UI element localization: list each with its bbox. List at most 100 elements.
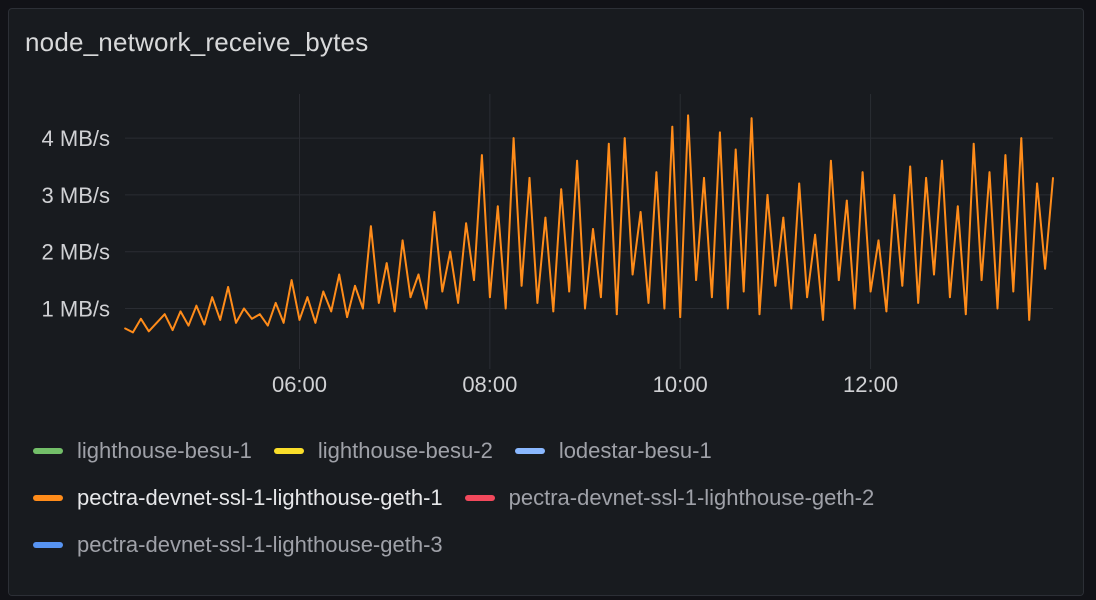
y-tick-label: 3 MB/s [42,183,110,208]
data-point [568,290,571,293]
data-point [528,177,531,179]
data-point [774,284,777,287]
data-point [544,216,547,219]
legend-label: pectra-devnet-ssl-1-lighthouse-geth-3 [77,531,443,557]
data-point [972,142,975,145]
data-point [306,296,309,299]
data-point [298,319,301,321]
data-point [893,194,896,196]
data-point [132,331,134,334]
data-point [425,307,428,310]
data-point [258,313,261,316]
data-point [401,239,404,242]
legend-row: lighthouse-besu-1 lighthouse-besu-2 lodest… [33,427,1073,474]
legend-item[interactable]: lodestar-besu-1 [514,438,712,464]
data-point [671,125,674,128]
data-point [933,273,935,276]
data-point [433,211,436,213]
y-tick-label: 2 MB/s [42,240,110,265]
data-point [901,284,904,287]
data-point [956,205,959,208]
legend-label: pectra-devnet-ssl-1-lighthouse-geth-2 [508,484,875,510]
legend-swatch [514,447,545,454]
legend-item[interactable]: pectra-devnet-ssl-1-lighthouse-geth-3 [33,532,443,558]
data-point [282,321,285,324]
time-series-chart[interactable]: 1 MB/s 2 MB/s 3 MB/s 4 MB/s 06:00 08:00 10:00 1… [9,9,1084,409]
data-point [655,171,658,174]
data-point [520,284,523,287]
data-point [290,279,293,281]
data-point [742,290,745,293]
data-point [235,321,237,324]
chart-legend: lighthouse-besu-1 lighthouse-besu-2 lodest… [33,427,1073,595]
data-point [592,228,594,230]
data-point [322,290,325,293]
data-point [663,307,666,310]
data-point [814,233,816,236]
data-point [853,307,856,310]
legend-item[interactable]: lighthouse-besu-2 [273,437,493,464]
legend-item[interactable]: pectra-devnet-ssl-1-lighthouse-geth-1 [33,485,443,511]
data-point [195,304,198,307]
data-point [346,316,348,318]
data-point [877,239,880,242]
x-tick-label: 08:00 [462,372,517,397]
data-point [711,296,713,299]
data-point [409,296,412,299]
data-point [695,279,697,281]
data-point [750,117,753,120]
data-point [1036,182,1038,185]
data-point [203,323,206,326]
data-point [988,171,991,174]
data-point [917,302,920,304]
legend-label: pectra-devnet-ssl-1-lighthouse-geth-1 [77,484,443,510]
x-tick-label: 06:00 [272,372,327,397]
data-point [869,290,872,293]
data-point [790,307,793,310]
y-tick-label: 4 MB/s [42,126,110,151]
data-point [1004,154,1007,157]
data-point [758,313,761,316]
legend-label: lighthouse-besu-1 [77,437,252,463]
data-point [806,296,808,299]
data-point [377,302,380,304]
data-point [147,330,150,333]
data-point [607,142,610,145]
data-point [140,317,142,320]
data-point [171,329,174,331]
data-point [576,159,578,162]
data-point [243,307,245,310]
legend-swatch [33,494,63,501]
data-point [560,188,563,191]
legend-item[interactable]: lighthouse-besu-1 [33,438,252,464]
data-point [909,165,912,168]
data-point [964,313,967,316]
legend-item[interactable]: pectra-devnet-ssl-1-lighthouse-geth-2 [464,484,875,511]
data-point [314,321,317,324]
data-point [473,279,475,281]
data-point [163,313,166,316]
data-point [354,284,356,287]
data-point [1028,319,1031,321]
data-point [845,199,848,202]
data-point [330,310,333,313]
data-point [949,296,951,299]
data-point [481,154,483,157]
x-tick-label: 12:00 [843,372,898,397]
panel-title[interactable]: node_network_receive_bytes [25,27,369,57]
legend-label: lighthouse-besu-2 [317,437,493,463]
data-point [1012,290,1015,293]
data-point [187,324,190,327]
data-point [362,307,364,310]
x-tick-label: 10:00 [653,372,708,397]
data-point [822,319,824,321]
data-point [600,296,602,299]
data-point [393,310,396,313]
data-point [837,279,840,281]
data-point [124,327,126,330]
data-point [719,131,721,134]
data-point [830,159,832,162]
data-point [274,302,277,304]
legend-scroll-clip [9,577,1083,595]
data-point [552,310,555,313]
